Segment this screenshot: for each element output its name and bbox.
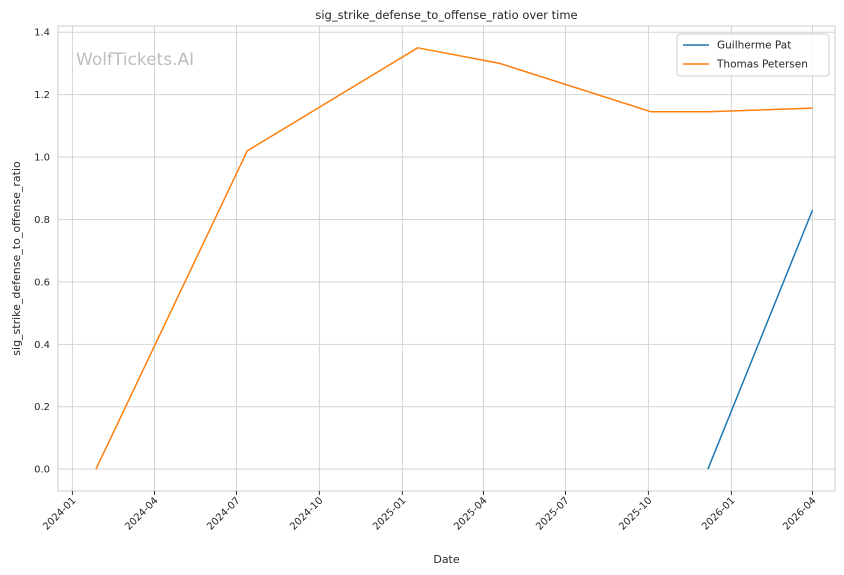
y-tick-label: 0.6 <box>34 277 50 288</box>
x-tick-label: 2024-07 <box>205 495 242 532</box>
y-tick-label: 1.0 <box>34 153 50 164</box>
y-axis: 0.0 0.2 0.4 0.6 0.8 1.0 1.2 1.4 <box>34 28 50 476</box>
legend-label: Guilherme Pat <box>717 40 791 52</box>
y-tick-label: 0.0 <box>34 465 50 476</box>
legend: Guilherme Pat Thomas Petersen <box>676 33 830 77</box>
x-tick-label: 2026-04 <box>781 495 818 532</box>
watermark: WolfTickets.AI <box>76 50 194 70</box>
legend-label: Thomas Petersen <box>716 59 808 71</box>
grid <box>58 26 835 491</box>
x-tick-label: 2024-01 <box>41 495 78 532</box>
plot-frame <box>57 25 836 492</box>
series-line <box>707 209 814 470</box>
series-layer <box>95 47 814 470</box>
legend-box <box>676 33 830 77</box>
x-tick-label: 2025-07 <box>534 495 571 532</box>
x-tick-label: 2026-01 <box>700 495 737 532</box>
y-tick-label: 1.2 <box>34 90 50 101</box>
y-tick-label: 0.2 <box>34 402 50 413</box>
x-axis: 2024-01 2024-04 2024-07 2024-10 2025-01 2025-… <box>41 491 819 533</box>
y-axis-label: sig_strike_defense_to_offense_ratio <box>10 161 23 356</box>
x-tick-label: 2024-10 <box>288 495 325 532</box>
y-tick-label: 0.8 <box>34 215 50 226</box>
x-tick-label: 2025-10 <box>617 495 654 532</box>
y-tick-label: 0.4 <box>34 340 50 351</box>
x-tick-label: 2025-04 <box>452 495 489 532</box>
y-tick-label: 1.4 <box>34 28 50 39</box>
series-line <box>95 47 813 470</box>
x-tick-label: 2024-04 <box>123 495 160 532</box>
x-axis-label: Date <box>433 553 460 566</box>
x-tick-label: 2025-01 <box>371 495 408 532</box>
chart-title: sig_strike_defense_to_offense_ratio over… <box>315 8 577 22</box>
